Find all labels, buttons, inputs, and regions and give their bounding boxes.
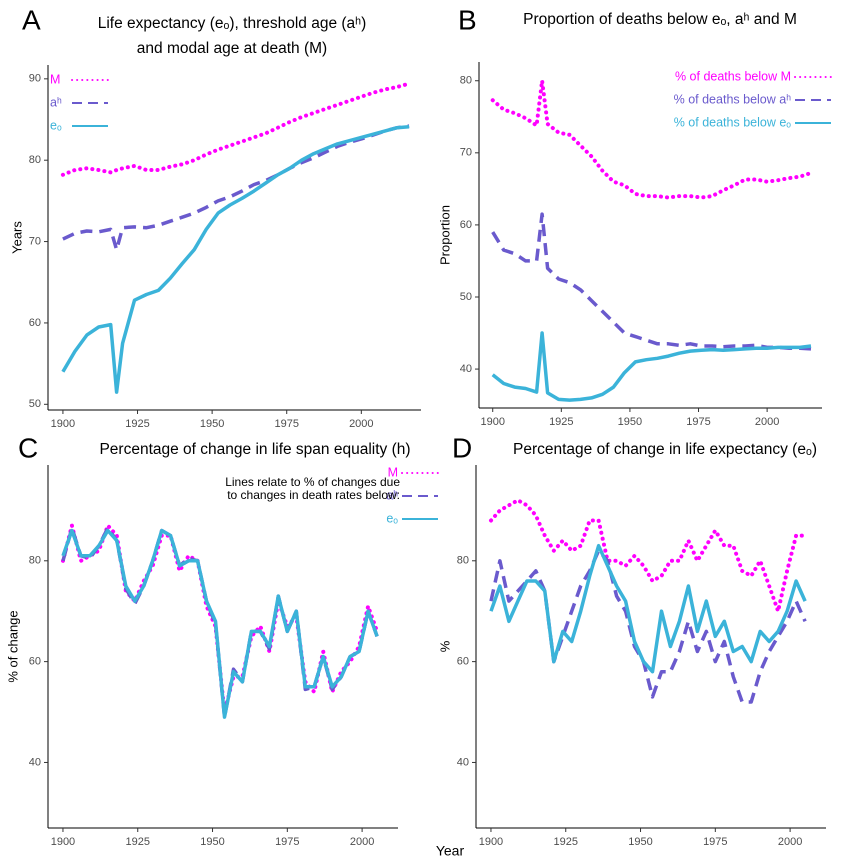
legend-label: aʰ	[50, 95, 62, 109]
y-tick-label: 60	[460, 219, 472, 231]
chart-title: Percentage of change in life span equali…	[99, 441, 410, 458]
y-tick-label: 60	[457, 656, 469, 668]
x-tick-label: 1975	[686, 416, 710, 428]
annotation: to changes in death rates below:	[227, 488, 400, 502]
series-line	[489, 543, 807, 674]
legend-label: M	[50, 72, 60, 86]
y-tick-label: 60	[29, 317, 41, 329]
x-tick-label: 1900	[51, 418, 75, 430]
series-line	[60, 81, 412, 177]
panel-label: C	[18, 432, 38, 463]
series-line	[491, 212, 812, 351]
x-tick-label: 1975	[274, 418, 298, 430]
y-axis-label: Proportion	[437, 205, 452, 265]
x-tick-label: 1975	[703, 836, 727, 848]
y-tick-label: 40	[457, 756, 469, 768]
x-tick-label: 2000	[350, 836, 374, 848]
y-tick-label: 50	[29, 398, 41, 410]
x-tick-label: 1950	[200, 418, 224, 430]
y-tick-label: 50	[460, 291, 472, 303]
annotation: Lines relate to % of changes due	[225, 475, 400, 489]
y-tick-label: 60	[29, 656, 41, 668]
series-line	[61, 528, 379, 719]
panel-label: B	[458, 4, 477, 35]
x-tick-label: 1900	[479, 836, 503, 848]
x-tick-label: 1950	[200, 836, 224, 848]
chart-title: and modal age at death (M)	[137, 40, 327, 57]
x-tick-label: 1950	[628, 836, 652, 848]
chart-title: Proportion of deaths below eₒ, aʰ and M	[523, 11, 797, 28]
legend-label: aʰ	[386, 488, 398, 502]
y-tick-label: 70	[29, 235, 41, 247]
x-tick-label: 1975	[275, 836, 299, 848]
y-tick-label: 80	[457, 555, 469, 567]
y-tick-label: 40	[29, 756, 41, 768]
legend-label: % of deaths below eₒ	[674, 115, 792, 129]
x-tick-label: 1900	[51, 836, 75, 848]
y-tick-label: 80	[29, 154, 41, 166]
y-tick-label: 80	[460, 75, 472, 87]
y-axis-label: Years	[9, 221, 24, 254]
x-tick-label: 2000	[755, 416, 779, 428]
y-tick-label: 40	[460, 363, 472, 375]
series-line	[491, 331, 812, 402]
y-tick-label: 80	[29, 555, 41, 567]
legend-label: eₒ	[50, 118, 62, 132]
series-line	[61, 125, 410, 394]
legend-label: % of deaths below aʰ	[674, 92, 792, 106]
x-tick-label: 2000	[778, 836, 802, 848]
series-line	[489, 498, 808, 614]
y-axis-label: % of change	[5, 610, 20, 682]
x-tick-label: 1925	[125, 418, 149, 430]
x-axis-label: Year	[436, 843, 465, 859]
chart-title: Percentage of change in life expectancy …	[513, 441, 817, 458]
chart-title: Life expectancy (eₒ), threshold age (aʰ)	[98, 15, 367, 32]
x-tick-label: 1925	[554, 836, 578, 848]
x-tick-label: 1950	[618, 416, 642, 428]
y-axis-label: %	[437, 640, 452, 652]
series-line	[62, 124, 410, 252]
x-tick-label: 1900	[480, 416, 504, 428]
legend-label: % of deaths below M	[675, 69, 791, 83]
legend-label: eₒ	[386, 511, 398, 525]
y-tick-label: 70	[460, 147, 472, 159]
series-line	[490, 78, 813, 200]
y-tick-label: 90	[29, 73, 41, 85]
x-tick-label: 1925	[126, 836, 150, 848]
panel-label: D	[452, 432, 472, 463]
panel-label: A	[22, 4, 41, 35]
legend-label: M	[388, 465, 398, 479]
x-tick-label: 2000	[349, 418, 373, 430]
x-tick-label: 1925	[549, 416, 573, 428]
